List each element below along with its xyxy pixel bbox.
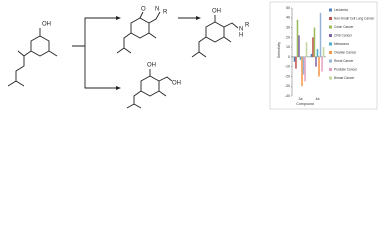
legend-swatch [329,34,332,37]
atom-label: OH [42,22,51,28]
x-tick-label: 4a [316,97,320,101]
legend-label: Leukemia [334,8,348,12]
legend-label: Breast Cancer [334,76,355,80]
y-tick-label: 10 [286,45,290,49]
legend-label: Non-Small Cell Lung Cancer [334,16,375,20]
bar [318,56,320,77]
bar [319,12,322,57]
bar [304,56,306,82]
y-tick-label: -10 [285,65,290,69]
bar [316,49,319,57]
atom-label: R [245,23,250,29]
x-axis-label: Compound [296,102,314,106]
y-axis-label: Selectivity [277,42,281,58]
atom-label: OH [147,63,156,69]
chart: Selectivity Compound -40 -30 -20 -10 0 10 20 30… [269,1,378,110]
scheme: OH O N R OH N H R OH OH [7,7,250,109]
legend-swatch [329,17,332,20]
legend-label: Colon Cancer [334,25,354,29]
bar [322,47,325,57]
y-tick-label: 30 [286,26,290,30]
y-tick-label: -40 [285,94,290,98]
atom-label: N [239,27,243,33]
bonds [126,69,173,109]
bonds [116,11,161,54]
bar [302,56,305,75]
chart-frame [269,1,378,110]
figure: OH O N R OH N H R OH OH Selectivity Comp… [7,1,378,110]
atom-label: H [239,33,243,39]
arrow-head [116,86,121,90]
ring [130,17,150,39]
ring [140,75,160,97]
atom-label: R [163,10,168,16]
arrow-lines [72,17,116,89]
legend-label: Renal Cancer [334,59,354,63]
legend-label: CNS Cancer [334,33,353,37]
bar [293,56,296,62]
legend-label: Melanoma [334,42,349,46]
bar [312,37,314,57]
legend-swatch [329,25,332,29]
atom-label: OH [212,9,221,15]
atom-label: N [155,7,159,13]
ring [205,21,225,43]
bar [321,56,323,72]
legend-swatch [329,51,332,54]
legend-swatch [329,42,332,46]
legend-swatch [329,59,332,63]
y-tick-label: -20 [285,74,290,78]
atom-label: OH [172,81,181,87]
bar [310,53,313,57]
legend-label: Prostate Cancer [334,67,358,71]
bar [296,19,299,57]
bar [301,56,303,87]
bar [315,56,317,67]
arrow-head [196,16,201,20]
legend-swatch [329,8,332,12]
x-tick-label: 3a [299,97,303,101]
legend-swatch [329,76,332,80]
atom-label: O [141,7,146,13]
bonds [7,28,58,87]
ring [30,35,50,57]
bar [305,42,308,57]
bar [298,35,300,57]
y-tick-label: 40 [286,16,290,20]
y-tick-label: -30 [285,84,290,88]
bar [299,56,302,60]
y-tick-label: 50 [286,6,290,10]
legend-swatch [329,68,332,71]
arrow-head [116,16,121,20]
bar [295,56,297,69]
y-tick-label: 20 [286,35,290,39]
legend-label: Ovarian Cancer [334,50,357,54]
bar [313,27,316,57]
bonds [191,15,239,58]
y-tick-label: 0 [288,55,290,59]
